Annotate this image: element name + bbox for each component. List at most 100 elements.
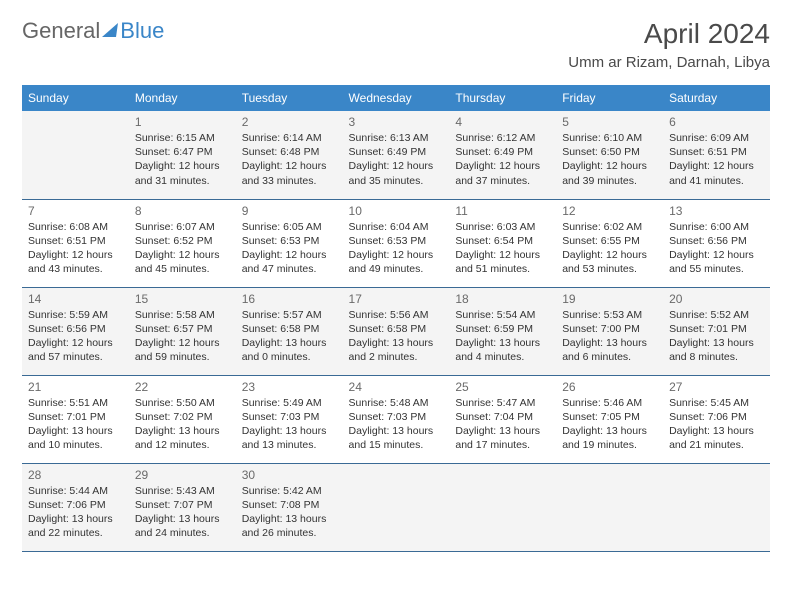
sunrise-line: Sunrise: 5:59 AM — [28, 308, 123, 322]
day-info: Sunrise: 6:10 AMSunset: 6:50 PMDaylight:… — [562, 131, 657, 188]
calendar-cell: 27Sunrise: 5:45 AMSunset: 7:06 PMDayligh… — [663, 375, 770, 463]
weekday-header: Monday — [129, 85, 236, 111]
calendar-cell: 25Sunrise: 5:47 AMSunset: 7:04 PMDayligh… — [449, 375, 556, 463]
daylight-line: Daylight: 13 hours and 21 minutes. — [669, 424, 764, 452]
day-number: 2 — [242, 115, 337, 129]
day-number: 12 — [562, 204, 657, 218]
day-info: Sunrise: 5:43 AMSunset: 7:07 PMDaylight:… — [135, 484, 230, 541]
daylight-line: Daylight: 13 hours and 2 minutes. — [349, 336, 444, 364]
sunset-line: Sunset: 6:50 PM — [562, 145, 657, 159]
weekday-header: Friday — [556, 85, 663, 111]
weekday-header: Wednesday — [343, 85, 450, 111]
day-info: Sunrise: 5:58 AMSunset: 6:57 PMDaylight:… — [135, 308, 230, 365]
day-number: 5 — [562, 115, 657, 129]
calendar-table: SundayMondayTuesdayWednesdayThursdayFrid… — [22, 85, 770, 552]
daylight-line: Daylight: 13 hours and 15 minutes. — [349, 424, 444, 452]
daylight-line: Daylight: 12 hours and 47 minutes. — [242, 248, 337, 276]
daylight-line: Daylight: 13 hours and 0 minutes. — [242, 336, 337, 364]
sunset-line: Sunset: 7:06 PM — [28, 498, 123, 512]
calendar-cell: 5 Sunrise: 6:10 AMSunset: 6:50 PMDaylight… — [556, 111, 663, 199]
calendar-cell: 19Sunrise: 5:53 AMSunset: 7:00 PMDayligh… — [556, 287, 663, 375]
daylight-line: Daylight: 12 hours and 43 minutes. — [28, 248, 123, 276]
daylight-line: Daylight: 12 hours and 53 minutes. — [562, 248, 657, 276]
sunset-line: Sunset: 7:08 PM — [242, 498, 337, 512]
daylight-line: Daylight: 12 hours and 51 minutes. — [455, 248, 550, 276]
daylight-line: Daylight: 13 hours and 12 minutes. — [135, 424, 230, 452]
calendar-cell: 1Sunrise: 6:15 AMSunset: 6:47 PMDaylight… — [129, 111, 236, 199]
calendar-cell: 18Sunrise: 5:54 AMSunset: 6:59 PMDayligh… — [449, 287, 556, 375]
day-info: Sunrise: 5:57 AMSunset: 6:58 PMDaylight:… — [242, 308, 337, 365]
day-info: Sunrise: 5:51 AMSunset: 7:01 PMDaylight:… — [28, 396, 123, 453]
day-info: Sunrise: 6:05 AMSunset: 6:53 PMDaylight:… — [242, 220, 337, 277]
weekday-header: Thursday — [449, 85, 556, 111]
sunrise-line: Sunrise: 5:58 AM — [135, 308, 230, 322]
daylight-line: Daylight: 13 hours and 24 minutes. — [135, 512, 230, 540]
day-info: Sunrise: 5:48 AMSunset: 7:03 PMDaylight:… — [349, 396, 444, 453]
title-block: April 2024 Umm ar Rizam, Darnah, Libya — [568, 18, 770, 71]
calendar-cell: 29Sunrise: 5:43 AMSunset: 7:07 PMDayligh… — [129, 463, 236, 551]
calendar-row: 28Sunrise: 5:44 AMSunset: 7:06 PMDayligh… — [22, 463, 770, 551]
logo-triangle-icon — [102, 23, 118, 37]
logo-text-1: General — [22, 18, 100, 44]
day-info: Sunrise: 6:02 AMSunset: 6:55 PMDaylight:… — [562, 220, 657, 277]
calendar-row: 21Sunrise: 5:51 AMSunset: 7:01 PMDayligh… — [22, 375, 770, 463]
sunset-line: Sunset: 7:03 PM — [242, 410, 337, 424]
day-info: Sunrise: 6:07 AMSunset: 6:52 PMDaylight:… — [135, 220, 230, 277]
calendar-cell: 20Sunrise: 5:52 AMSunset: 7:01 PMDayligh… — [663, 287, 770, 375]
day-info: Sunrise: 5:45 AMSunset: 7:06 PMDaylight:… — [669, 396, 764, 453]
day-info: Sunrise: 6:08 AMSunset: 6:51 PMDaylight:… — [28, 220, 123, 277]
sunset-line: Sunset: 7:03 PM — [349, 410, 444, 424]
day-number: 10 — [349, 204, 444, 218]
day-info: Sunrise: 5:49 AMSunset: 7:03 PMDaylight:… — [242, 396, 337, 453]
weekday-header: Sunday — [22, 85, 129, 111]
sunrise-line: Sunrise: 6:13 AM — [349, 131, 444, 145]
day-number: 13 — [669, 204, 764, 218]
sunrise-line: Sunrise: 5:50 AM — [135, 396, 230, 410]
sunset-line: Sunset: 7:06 PM — [669, 410, 764, 424]
day-info: Sunrise: 5:53 AMSunset: 7:00 PMDaylight:… — [562, 308, 657, 365]
sunrise-line: Sunrise: 5:49 AM — [242, 396, 337, 410]
day-number: 14 — [28, 292, 123, 306]
day-number: 16 — [242, 292, 337, 306]
sunset-line: Sunset: 7:05 PM — [562, 410, 657, 424]
sunset-line: Sunset: 7:02 PM — [135, 410, 230, 424]
calendar-cell: 17Sunrise: 5:56 AMSunset: 6:58 PMDayligh… — [343, 287, 450, 375]
calendar-row: 7Sunrise: 6:08 AMSunset: 6:51 PMDaylight… — [22, 199, 770, 287]
sunrise-line: Sunrise: 5:43 AM — [135, 484, 230, 498]
daylight-line: Daylight: 12 hours and 39 minutes. — [562, 159, 657, 187]
weekday-header: Tuesday — [236, 85, 343, 111]
page-title: April 2024 — [568, 18, 770, 50]
sunrise-line: Sunrise: 6:07 AM — [135, 220, 230, 234]
calendar-cell: 16 Sunrise: 5:57 AMSunset: 6:58 PMDayligh… — [236, 287, 343, 375]
sunset-line: Sunset: 7:00 PM — [562, 322, 657, 336]
day-info: Sunrise: 6:00 AMSunset: 6:56 PMDaylight:… — [669, 220, 764, 277]
sunrise-line: Sunrise: 6:10 AM — [562, 131, 657, 145]
daylight-line: Daylight: 12 hours and 33 minutes. — [242, 159, 337, 187]
sunrise-line: Sunrise: 6:02 AM — [562, 220, 657, 234]
day-info: Sunrise: 5:54 AMSunset: 6:59 PMDaylight:… — [455, 308, 550, 365]
day-number: 24 — [349, 380, 444, 394]
day-number: 8 — [135, 204, 230, 218]
day-number: 17 — [349, 292, 444, 306]
day-number: 25 — [455, 380, 550, 394]
sunrise-line: Sunrise: 5:42 AM — [242, 484, 337, 498]
sunset-line: Sunset: 6:55 PM — [562, 234, 657, 248]
day-number: 23 — [242, 380, 337, 394]
day-number: 1 — [135, 115, 230, 129]
calendar-cell: 22Sunrise: 5:50 AMSunset: 7:02 PMDayligh… — [129, 375, 236, 463]
sunset-line: Sunset: 6:58 PM — [349, 322, 444, 336]
location-label: Umm ar Rizam, Darnah, Libya — [568, 54, 770, 71]
daylight-line: Daylight: 12 hours and 35 minutes. — [349, 159, 444, 187]
calendar-cell: 2Sunrise: 6:14 AMSunset: 6:48 PMDaylight… — [236, 111, 343, 199]
day-number: 11 — [455, 204, 550, 218]
daylight-line: Daylight: 13 hours and 8 minutes. — [669, 336, 764, 364]
calendar-body: 1Sunrise: 6:15 AMSunset: 6:47 PMDaylight… — [22, 111, 770, 551]
daylight-line: Daylight: 13 hours and 6 minutes. — [562, 336, 657, 364]
calendar-row: 14Sunrise: 5:59 AMSunset: 6:56 PMDayligh… — [22, 287, 770, 375]
calendar-cell — [663, 463, 770, 551]
sunset-line: Sunset: 6:49 PM — [455, 145, 550, 159]
calendar-cell — [449, 463, 556, 551]
day-info: Sunrise: 6:03 AMSunset: 6:54 PMDaylight:… — [455, 220, 550, 277]
calendar-cell: 10Sunrise: 6:04 AMSunset: 6:53 PMDayligh… — [343, 199, 450, 287]
calendar-cell: 24 Sunrise: 5:48 AMSunset: 7:03 PMDayligh… — [343, 375, 450, 463]
